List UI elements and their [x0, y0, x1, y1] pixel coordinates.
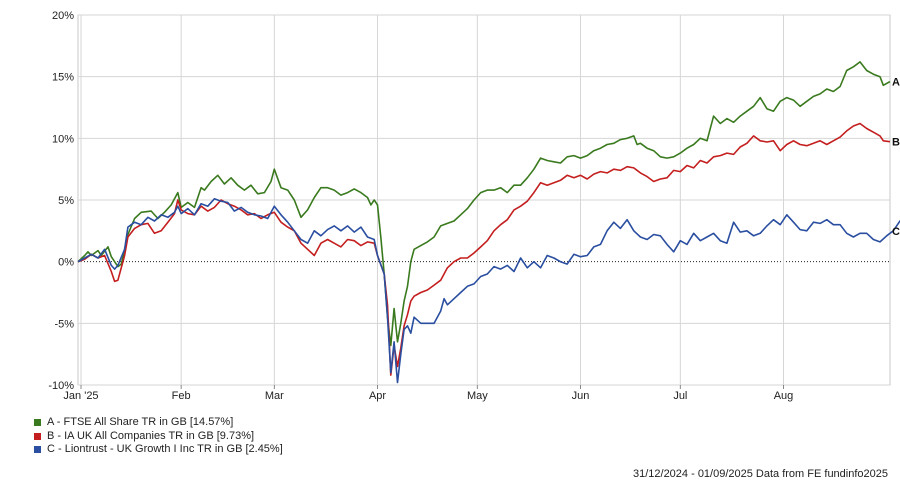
series-line-a [77, 61, 891, 347]
series-end-labels: A B C [892, 77, 900, 238]
grid [77, 14, 891, 389]
legend-label-c: C - Liontrust - UK Growth I Inc TR in GB… [47, 443, 283, 455]
x-tick-label: Apr [369, 390, 386, 402]
y-tick-label: 15% [52, 72, 74, 84]
x-tick-label: May [467, 390, 488, 402]
y-tick-label: 10% [52, 133, 74, 145]
series-end-label-c: C [892, 226, 900, 238]
legend-item-c: C - Liontrust - UK Growth I Inc TR in GB… [34, 443, 283, 457]
legend-swatch-a [34, 419, 41, 427]
legend: A - FTSE All Share TR in GB [14.57%] B -… [34, 416, 283, 457]
y-tick-label: 5% [58, 195, 74, 207]
footer-source: 31/12/2024 - 01/09/2025 Data from FE fun… [632, 468, 888, 480]
series-end-label-b: B [892, 137, 900, 149]
x-tick-label: Jun [572, 390, 590, 402]
legend-label-a: A - FTSE All Share TR in GB [14.57%] [47, 416, 234, 428]
x-tick-label: Mar [265, 390, 284, 402]
y-tick-label: -10% [48, 380, 74, 392]
y-tick-label: 0% [58, 257, 74, 269]
legend-item-b: B - IA UK All Companies TR in GB [9.73%] [34, 430, 283, 444]
series-lines [77, 61, 900, 384]
x-tick-label: Jan '25 [63, 390, 98, 402]
legend-swatch-c [34, 446, 41, 454]
series-line-c [77, 198, 900, 384]
x-tick-label: Jul [673, 390, 687, 402]
y-axis-labels: 20% 15% 10% 5% 0% -5% -10% [48, 10, 74, 392]
line-chart: 20% 15% 10% 5% 0% -5% -10% Jan '25 Feb Mar Apr May… [48, 10, 900, 402]
x-tick-label: Feb [172, 390, 191, 402]
legend-item-a: A - FTSE All Share TR in GB [14.57%] [34, 416, 283, 430]
x-axis-labels: Jan '25 Feb Mar Apr May Jun Jul Aug [63, 390, 793, 402]
x-tick-label: Aug [774, 390, 794, 402]
legend-swatch-b [34, 432, 41, 440]
legend-label-b: B - IA UK All Companies TR in GB [9.73%] [47, 429, 255, 442]
series-line-b [77, 122, 891, 376]
y-tick-label: -5% [54, 318, 74, 330]
y-tick-label: 20% [52, 10, 74, 22]
series-end-label-a: A [892, 77, 900, 89]
